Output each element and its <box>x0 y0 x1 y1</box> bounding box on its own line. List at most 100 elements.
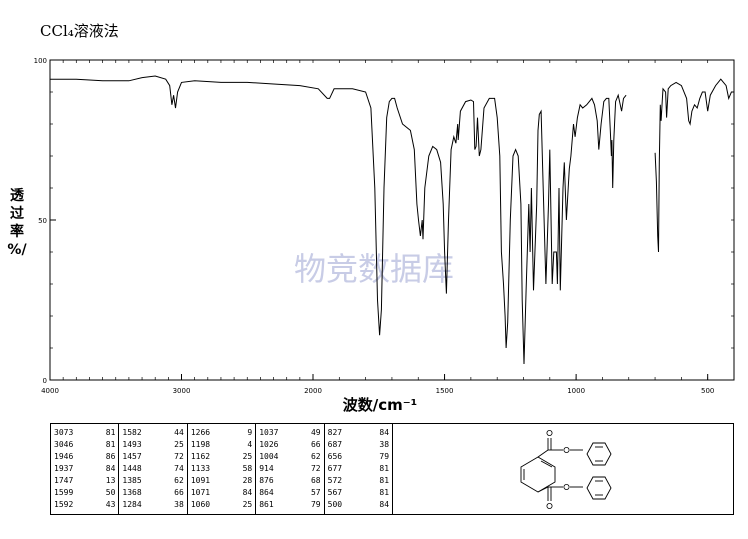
peak-table-row: 1162 25 <box>191 451 252 463</box>
peak-transmittance: 9 <box>247 428 253 437</box>
peak-table-column: 827 84 687 38 656 79 677 81 572 81 567 81 500 84 <box>325 424 392 514</box>
peak-transmittance: 50 <box>105 488 116 497</box>
x-axis-label: 波数/cm⁻¹ <box>343 396 418 414</box>
peak-wavenumber: 1493 <box>122 440 142 449</box>
peak-wavenumber: 827 <box>327 428 343 437</box>
peak-wavenumber: 567 <box>327 488 343 497</box>
peak-transmittance: 84 <box>242 488 253 497</box>
y-axis-label-char: 透 <box>10 188 25 204</box>
peak-table-row: 1493 25 <box>122 439 183 451</box>
plot-frame <box>49 59 735 381</box>
x-tick-label: 1500 <box>436 387 454 395</box>
peak-wavenumber: 1133 <box>190 464 211 473</box>
peak-transmittance: 25 <box>242 500 253 509</box>
peak-wavenumber: 3046 <box>54 440 74 449</box>
x-tick-label: 2000 <box>304 387 322 395</box>
peak-transmittance: 86 <box>105 452 116 461</box>
peak-transmittance: 28 <box>242 476 253 485</box>
peak-wavenumber: 1266 <box>190 428 211 437</box>
peak-table-row: 1266 9 <box>191 427 252 439</box>
peak-wavenumber: 500 <box>327 500 343 509</box>
peak-transmittance: 84 <box>105 464 116 473</box>
x-tick-label: 500 <box>701 387 714 395</box>
y-axis-label-char: 率 <box>10 223 24 240</box>
peak-wavenumber: 1747 <box>54 476 74 485</box>
peak-wavenumber: 1026 <box>259 440 279 449</box>
peak-wavenumber: 1457 <box>122 452 142 461</box>
peak-wavenumber: 656 <box>327 452 343 461</box>
peak-wavenumber: 677 <box>327 464 343 473</box>
peak-table-row: 687 38 <box>328 439 389 451</box>
peak-transmittance: 49 <box>310 428 321 437</box>
peak-transmittance: 81 <box>379 464 390 473</box>
peak-transmittance: 81 <box>379 476 390 485</box>
peak-transmittance: 44 <box>174 428 184 437</box>
peak-transmittance: 62 <box>174 476 184 485</box>
peak-transmittance: 43 <box>105 500 116 509</box>
peak-wavenumber: 1368 <box>122 488 142 497</box>
peak-wavenumber: 1385 <box>122 476 142 485</box>
x-tick-label: 3000 <box>173 387 191 395</box>
peak-table-row: 1037 49 <box>259 427 320 439</box>
peak-transmittance: 66 <box>310 440 321 449</box>
peak-transmittance: 38 <box>174 500 184 509</box>
peak-wavenumber: 864 <box>259 488 274 497</box>
peak-wavenumber: 1599 <box>54 488 74 497</box>
peak-wavenumber: 1592 <box>54 500 74 509</box>
peak-wavenumber: 1582 <box>122 428 142 437</box>
peak-transmittance: 84 <box>379 500 390 509</box>
peak-table-row: 827 84 <box>328 427 389 439</box>
peak-transmittance: 57 <box>310 488 321 497</box>
peak-table-row: 1091 28 <box>191 475 252 487</box>
peak-table-row: 1284 38 <box>122 499 183 511</box>
peak-wavenumber: 1937 <box>54 464 74 473</box>
peak-table-row: 1060 25 <box>191 499 252 511</box>
peak-transmittance: 68 <box>310 476 321 485</box>
peak-table-row: 567 81 <box>328 487 389 499</box>
peak-table-row: 1198 4 <box>191 439 252 451</box>
peak-table-row: 864 57 <box>259 487 320 499</box>
peak-table-row: 572 81 <box>328 475 389 487</box>
peak-table-row: 1457 72 <box>122 451 183 463</box>
peak-table-row: 1937 84 <box>54 463 115 475</box>
peak-table-row: 1026 66 <box>259 439 320 451</box>
peak-table-column: 1037 49 1026 66 1004 62 914 72 876 68 864 57 861 79 <box>256 424 325 514</box>
peak-transmittance: 79 <box>379 452 390 461</box>
spectrum-line <box>654 78 734 253</box>
peak-table-row: 1599 50 <box>54 487 115 499</box>
peak-table-row: 914 72 <box>259 463 320 475</box>
peak-wavenumber: 687 <box>327 440 343 449</box>
peak-table-row: 1385 62 <box>122 475 183 487</box>
x-tick-label: 4000 <box>41 387 59 395</box>
ir-spectrum-plot: 4000 3000 2000 1500 1000 500 0 50 100 物竞数据库 透过率%… <box>7 57 735 414</box>
y-axis-label-char: 过 <box>10 205 24 222</box>
peak-table-row: 1592 43 <box>54 499 115 511</box>
peak-wavenumber: 914 <box>259 464 274 473</box>
y-tick-label: 100 <box>34 57 47 65</box>
x-tick-label: 1000 <box>567 387 585 395</box>
peak-wavenumber: 3073 <box>54 428 74 437</box>
peak-wavenumber: 1071 <box>190 488 211 497</box>
peak-transmittance: 81 <box>105 428 116 437</box>
peak-table-row: 1004 62 <box>259 451 320 463</box>
peak-wavenumber: 861 <box>259 500 274 509</box>
peak-transmittance: 25 <box>242 452 253 461</box>
peak-wavenumber: 1091 <box>190 476 211 485</box>
structure-box <box>393 423 734 515</box>
peak-transmittance: 62 <box>310 452 321 461</box>
peak-table-row: 1071 84 <box>191 487 252 499</box>
peak-wavenumber: 1946 <box>54 452 74 461</box>
watermark: 物竞数据库 <box>294 250 454 288</box>
peak-transmittance: 13 <box>105 476 116 485</box>
peak-table-row: 677 81 <box>328 463 389 475</box>
peak-transmittance: 4 <box>247 440 253 449</box>
y-axis-label-char: %/ <box>7 242 27 258</box>
y-tick-label: 0 <box>43 377 47 385</box>
peak-transmittance: 72 <box>310 464 321 473</box>
peak-table-row: 1368 66 <box>122 487 183 499</box>
peak-wavenumber: 572 <box>327 476 343 485</box>
peak-table-row: 876 68 <box>259 475 320 487</box>
peak-table-row: 3046 81 <box>54 439 115 451</box>
peak-table-row: 500 84 <box>328 499 389 511</box>
peak-wavenumber: 1037 <box>259 428 279 437</box>
